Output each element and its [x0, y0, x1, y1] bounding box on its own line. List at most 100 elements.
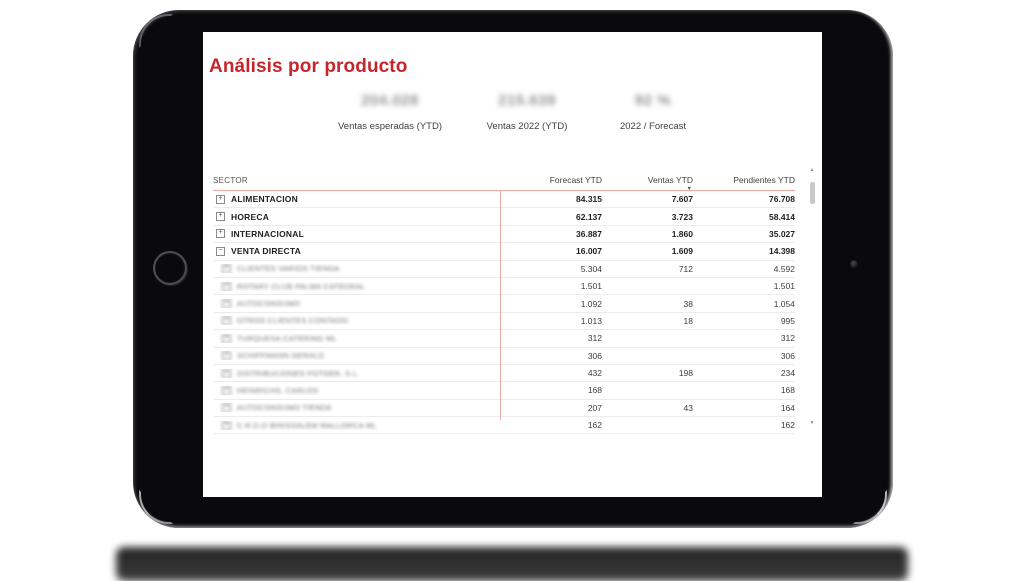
row-label-group: + HORECA — [216, 212, 269, 222]
column-header-forecast-ytd[interactable]: Forecast YTD — [549, 175, 602, 185]
column-header-ventas-ytd[interactable]: Ventas YTD ▼ — [602, 175, 693, 191]
expand-icon[interactable]: + — [222, 403, 231, 413]
table-row[interactable]: + INTERNACIONAL 36.887 1.860 35.027 — [213, 226, 795, 244]
kpi-card-forecast-ratio: 92 % 2022 / Forecast — [553, 92, 753, 132]
row-label: VENTA DIRECTA — [231, 246, 301, 257]
row-pendientes-value: 312 — [780, 333, 795, 344]
scrollbar-thumb[interactable] — [809, 182, 815, 204]
scroll-up-icon[interactable]: ▲ — [809, 167, 815, 173]
scroll-down-icon[interactable]: ▼ — [809, 420, 815, 426]
kpi-value: 215.639 — [498, 92, 556, 109]
kpi-card-ventas-2022: 215.639 Ventas 2022 (YTD) — [427, 92, 627, 132]
table-row[interactable]: + ROTARY CLUB PALMA CATEDRAL 1.501 1.501 — [213, 278, 795, 296]
row-label-group: + INTERNACIONAL — [216, 229, 304, 239]
kpi-label: Ventas esperadas (YTD) — [337, 121, 443, 132]
row-ventas-value: 3.723 — [671, 211, 693, 222]
expand-icon[interactable]: + — [222, 299, 231, 309]
expand-icon[interactable]: + — [222, 316, 231, 326]
table-row[interactable]: + SCHIFFMANN GERALD 306 306 — [213, 348, 795, 365]
expand-icon[interactable]: + — [222, 368, 231, 378]
expand-icon[interactable]: + — [216, 229, 225, 239]
report-screen: Análisis por producto 204.028 Ventas esp… — [203, 32, 822, 497]
row-sector-cell: + HEINRICHS, CARLOS — [213, 385, 500, 395]
row-ventas-value: 1.609 — [671, 246, 693, 257]
row-ventas-value: 7.607 — [671, 194, 693, 205]
row-sector-cell: + INTERNACIONAL — [213, 229, 500, 239]
row-label-group: + TURQUESA CATERING ML — [222, 333, 337, 343]
row-forecast-value: 432 — [587, 368, 602, 379]
row-pendientes-value: 234 — [780, 368, 795, 379]
row-ventas-value: 38 — [683, 298, 693, 309]
row-forecast-value: 62.137 — [576, 211, 602, 222]
row-label: AUTOCONSUMO TIENDA — [237, 403, 332, 413]
table-row[interactable]: + HEINRICHS, CARLOS 168 168 — [213, 382, 795, 400]
row-label: OTROS CLIENTES CONTADO — [237, 316, 349, 326]
table-scrollbar[interactable]: ▲ ▼ — [808, 168, 816, 426]
expand-icon[interactable]: + — [216, 194, 225, 204]
row-label-group: + CLIENTES VARIOS TIENDA — [222, 264, 340, 274]
row-forecast-value: 207 — [587, 402, 602, 413]
kpi-label: 2022 / Forecast — [619, 121, 686, 132]
row-pendientes-value: 1.501 — [773, 281, 795, 292]
row-forecast-value: 16.007 — [576, 246, 602, 257]
row-label: INTERNACIONAL — [231, 228, 304, 239]
row-label: ALIMENTACION — [231, 194, 298, 205]
expand-icon[interactable]: + — [216, 212, 225, 222]
table-row[interactable]: − VENTA DIRECTA 16.007 1.609 14.398 — [213, 243, 795, 261]
table-row[interactable]: + AUTOCONSUMO TIENDA 207 43 164 — [213, 400, 795, 418]
row-label-group: + C.R.D.O BINISSALEM MALLORCA ML — [222, 420, 377, 430]
matrix-rows: + ALIMENTACION 84.315 7.607 76.708 + HORECA 62.… — [213, 191, 795, 435]
row-sector-cell: + AUTOCONSUMO — [213, 299, 500, 309]
row-sector-cell: − VENTA DIRECTA — [213, 246, 500, 256]
expand-icon[interactable]: + — [222, 264, 231, 274]
column-header-sector[interactable]: SECTOR — [213, 175, 248, 185]
row-pendientes-value: 162 — [780, 420, 795, 431]
frame-highlight-bottom-left — [139, 490, 173, 524]
table-row[interactable]: + HORECA 62.137 3.723 58.414 — [213, 208, 795, 226]
row-ventas-value: 43 — [683, 402, 693, 413]
frame-highlight-bottom-right — [853, 490, 887, 524]
column-header-pendientes-ytd[interactable]: Pendientes YTD — [733, 175, 795, 185]
row-label: SCHIFFMANN GERALD — [237, 351, 325, 361]
collapse-icon[interactable]: − — [216, 246, 225, 256]
row-label-group: + ALIMENTACION — [216, 194, 298, 204]
column-divider-line — [500, 190, 501, 420]
matrix-table: SECTOR Forecast YTD Ventas YTD ▼ Pendien… — [213, 170, 795, 435]
expand-icon[interactable]: + — [222, 385, 231, 395]
table-row[interactable]: + DISTRIBUCIONES FOTGER, S.L. 432 198 234 — [213, 365, 795, 383]
page-title: Análisis por producto — [209, 56, 408, 77]
expand-icon[interactable]: + — [222, 420, 231, 430]
row-label-group: + HEINRICHS, CARLOS — [222, 385, 318, 395]
frame-highlight-top-left — [139, 14, 173, 48]
table-row[interactable]: + OTROS CLIENTES CONTADO 1.013 18 995 — [213, 313, 795, 331]
row-pendientes-value: 14.398 — [769, 246, 795, 257]
expand-icon[interactable]: + — [222, 351, 231, 361]
row-sector-cell: + ALIMENTACION — [213, 194, 500, 204]
home-button[interactable] — [153, 251, 187, 285]
table-row[interactable]: + AUTOCONSUMO 1.092 38 1.054 — [213, 295, 795, 313]
row-pendientes-value: 35.027 — [769, 228, 795, 239]
camera-icon — [850, 260, 858, 268]
row-label-group: + ROTARY CLUB PALMA CATEDRAL — [222, 281, 365, 291]
row-label: CLIENTES VARIOS TIENDA — [237, 264, 340, 274]
row-pendientes-value: 1.054 — [773, 298, 795, 309]
row-label-group: − VENTA DIRECTA — [216, 246, 301, 256]
sort-descending-icon[interactable]: ▼ — [686, 185, 692, 192]
row-sector-cell: + HORECA — [213, 212, 500, 222]
table-row[interactable]: + TURQUESA CATERING ML 312 312 — [213, 330, 795, 348]
row-pendientes-value: 58.414 — [769, 211, 795, 222]
row-forecast-value: 1.501 — [580, 281, 602, 292]
row-sector-cell: + SCHIFFMANN GERALD — [213, 351, 500, 361]
table-row[interactable]: + ALIMENTACION 84.315 7.607 76.708 — [213, 191, 795, 209]
row-label: AUTOCONSUMO — [237, 299, 301, 309]
row-forecast-value: 312 — [587, 333, 602, 344]
table-row[interactable]: + CLIENTES VARIOS TIENDA 5.304 712 4.592 — [213, 261, 795, 278]
row-label-group: + DISTRIBUCIONES FOTGER, S.L. — [222, 368, 360, 378]
row-forecast-value: 1.092 — [580, 298, 602, 309]
expand-icon[interactable]: + — [222, 333, 231, 343]
row-label-group: + SCHIFFMANN GERALD — [222, 351, 325, 361]
column-header-label: Ventas YTD — [647, 175, 693, 185]
expand-icon[interactable]: + — [222, 281, 231, 291]
row-label: DISTRIBUCIONES FOTGER, S.L. — [237, 368, 360, 378]
table-row[interactable]: + C.R.D.O BINISSALEM MALLORCA ML 162 162 — [213, 417, 795, 435]
